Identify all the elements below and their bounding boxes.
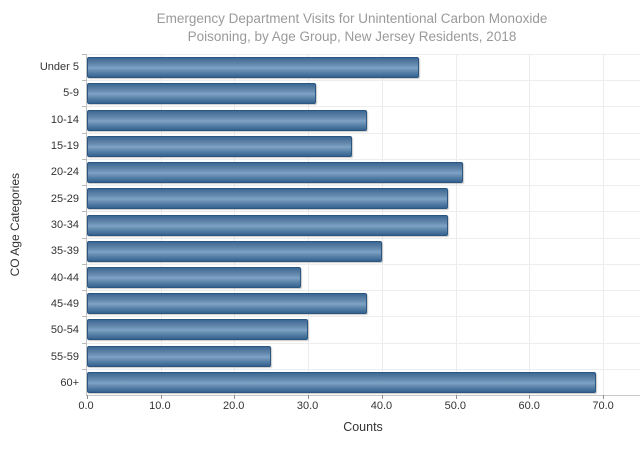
x-axis-tick (308, 395, 310, 399)
y-tick-label: 55-59 (50, 350, 79, 363)
bar-row (82, 80, 640, 106)
y-tick-label: 40-44 (50, 271, 79, 284)
bar-10-14 (87, 109, 368, 131)
bar-row (82, 132, 640, 159)
x-tick-label: 10.0 (149, 400, 171, 412)
y-tick-label: 5-9 (63, 87, 79, 100)
y-axis-title-column: CO Age Categories (0, 54, 30, 396)
x-axis-tick (87, 395, 88, 399)
chart-title-line1: Emergency Department Visits for Unintent… (156, 11, 548, 26)
x-axis-tick (529, 395, 531, 399)
bar-55-59 (87, 345, 272, 367)
y-tick-label: Under 5 (39, 61, 79, 74)
gridline (529, 54, 531, 395)
bar-45-49 (87, 293, 368, 315)
gridline (603, 54, 605, 395)
bar-30-34 (87, 214, 449, 236)
x-axis-tick (234, 395, 236, 399)
y-tick-labels: Under 5 5-9 10-14 15-19 20-24 25-29 30-34 35-39… (30, 54, 86, 396)
bar-row (82, 316, 640, 342)
y-tick-label: 30-34 (50, 219, 79, 232)
x-tick-label: 0.0 (78, 400, 94, 412)
bar-15-19 (87, 135, 353, 157)
x-axis-tick-labels: 0.0 10.0 20.0 30.0 40.0 50.0 60.0 70.0 (0, 400, 644, 416)
x-axis-title: Counts (343, 420, 383, 434)
x-tick-label: 30.0 (296, 400, 319, 412)
bar-50-54 (87, 319, 309, 341)
chart-title-line2: Poisoning, by Age Group, New Jersey Resi… (187, 29, 517, 44)
y-tick-label: 25-29 (50, 192, 79, 205)
bar-row (82, 211, 640, 237)
x-tick-label: 70.0 (592, 400, 614, 412)
bar-row (82, 263, 640, 290)
y-tick-label: 50-54 (50, 324, 79, 337)
bar-row (82, 237, 640, 264)
gridline (455, 54, 457, 395)
bar-row (82, 368, 640, 395)
x-axis-tick (455, 395, 457, 399)
x-tick-label: 20.0 (223, 400, 245, 412)
plot-area (82, 54, 640, 399)
bar-40-44 (87, 266, 301, 288)
x-axis-tick (603, 395, 605, 399)
bar-row (82, 342, 640, 369)
y-tick-label: 60+ (60, 376, 79, 389)
x-tick-label: 40.0 (370, 400, 393, 412)
y-axis-title: CO Age Categories (8, 173, 22, 277)
y-tick-label: 15-19 (50, 140, 79, 153)
x-axis-tick (381, 395, 383, 399)
y-tick-label: 20-24 (50, 166, 79, 179)
bar-row (82, 185, 640, 211)
bar-row (82, 290, 640, 316)
x-axis-tick (160, 395, 162, 399)
chart-title: Emergency Department Visits for Unintent… (64, 10, 640, 46)
bar-under-5 (87, 57, 419, 79)
bar-5-9 (87, 83, 316, 105)
y-tick-label: 45-49 (50, 297, 79, 310)
x-tick-label: 50.0 (444, 400, 467, 412)
y-tick-label: 35-39 (50, 245, 79, 258)
bar-row (82, 106, 640, 132)
bar-row (82, 158, 640, 185)
x-tick-label: 60.0 (518, 400, 540, 412)
chart-area: CO Age Categories Under 5 5-9 10-14 15-19 20… (0, 54, 640, 399)
bar-20-24 (87, 162, 464, 184)
bar-35-39 (87, 240, 382, 262)
bar-60+ (87, 371, 596, 393)
y-tick-label: 10-14 (50, 113, 79, 126)
bar-25-29 (87, 188, 449, 210)
bar-row (82, 54, 640, 80)
